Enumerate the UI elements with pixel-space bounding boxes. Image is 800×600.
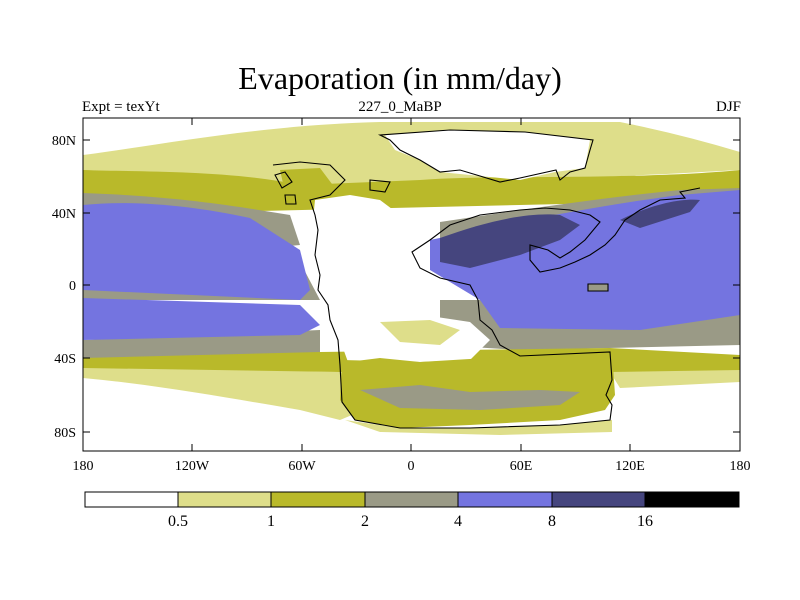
period-label: 227_0_MaBP [358, 99, 442, 115]
x-tick-label: 120W [175, 459, 210, 474]
region-blue-ocean-west-north [83, 203, 310, 300]
map-field [83, 118, 740, 451]
colorbar-swatch [457, 491, 553, 508]
colorbar [84, 491, 740, 508]
y-tick-label: 40N [52, 207, 76, 222]
coastlines [272, 129, 701, 429]
colorbar-label: 2 [361, 513, 369, 530]
y-tick-label: 80S [54, 426, 76, 441]
colorbar-label: 16 [637, 513, 653, 530]
land-southern-continent [340, 350, 615, 428]
land-northern-continent [385, 130, 590, 180]
experiment-label: Expt = texYt [82, 99, 160, 115]
colorbar-label: 1 [267, 513, 275, 530]
colorbar-swatch [270, 491, 366, 508]
gray-island [588, 284, 608, 291]
x-axis-ticks [82, 118, 741, 451]
season-label: DJF [715, 99, 741, 115]
region-south-light-band-east [610, 370, 740, 388]
colorbar-swatch [644, 491, 740, 508]
x-tick-label: 0 [408, 459, 415, 474]
colorbar-swatch [177, 491, 272, 508]
colorbar-label: 4 [454, 513, 462, 530]
y-tick-label: 80N [52, 134, 76, 149]
y-axis-ticks [83, 139, 740, 433]
x-tick-label: 60E [510, 459, 533, 474]
x-tick-label: 60W [288, 459, 316, 474]
y-tick-label: 0 [69, 279, 76, 294]
x-tick-label: 120E [615, 459, 645, 474]
y-tick-label: 40S [54, 352, 76, 367]
colorbar-label: 8 [548, 513, 556, 530]
colorbar-swatch [84, 491, 179, 508]
colorbar-swatch [551, 491, 646, 508]
x-tick-label: 180 [730, 459, 751, 474]
region-dark-blue-tethys [440, 214, 580, 268]
colorbar-swatch [364, 491, 459, 508]
map-title: Evaporation (in mm/day) [238, 60, 562, 96]
land-south-gray-patch [360, 385, 580, 410]
colorbar-label: 0.5 [168, 513, 188, 530]
region-south-light-band-west [83, 368, 400, 420]
x-tick-label: 180 [73, 459, 94, 474]
land-western-continent [312, 195, 430, 305]
region-dark-blue-east [620, 199, 700, 228]
land-south-light-edge [345, 420, 612, 435]
land-south-light-patch [380, 320, 460, 345]
land-northwest-olive [280, 168, 335, 200]
region-blue-ocean-west-south [83, 298, 320, 340]
